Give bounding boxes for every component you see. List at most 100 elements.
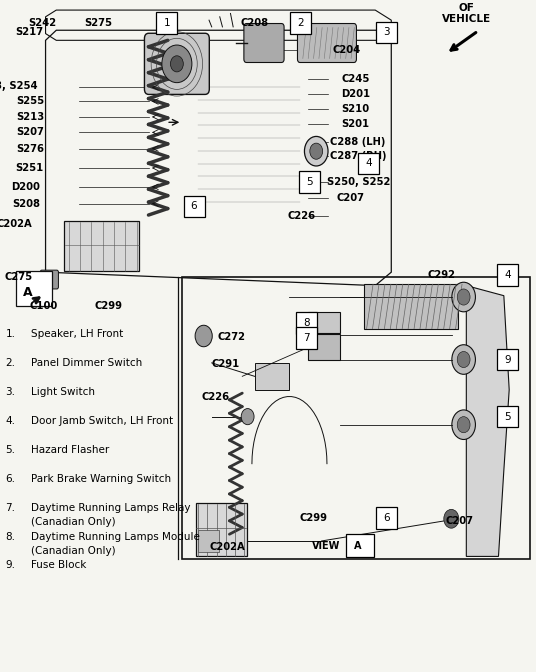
Text: C202A: C202A	[0, 220, 32, 229]
Text: C208: C208	[240, 18, 268, 28]
FancyBboxPatch shape	[297, 24, 356, 62]
Text: C287 (RH): C287 (RH)	[330, 151, 386, 161]
Text: C226: C226	[288, 211, 316, 220]
Circle shape	[457, 417, 470, 433]
Text: C288 (LH): C288 (LH)	[330, 137, 385, 146]
Text: S255: S255	[16, 97, 44, 106]
Text: 5: 5	[504, 412, 511, 421]
Text: C291: C291	[212, 360, 240, 369]
Text: D201: D201	[341, 89, 370, 99]
FancyBboxPatch shape	[289, 12, 311, 34]
Text: 1.: 1.	[5, 329, 16, 339]
Circle shape	[310, 143, 323, 159]
Text: Fuse Block: Fuse Block	[31, 560, 86, 571]
Text: 8: 8	[303, 319, 310, 328]
Text: Daytime Running Lamps Module: Daytime Running Lamps Module	[31, 532, 200, 542]
Circle shape	[195, 325, 212, 347]
Text: S213: S213	[16, 112, 44, 122]
Text: 2: 2	[297, 18, 303, 28]
FancyBboxPatch shape	[255, 363, 289, 390]
Text: C275: C275	[4, 272, 32, 282]
FancyBboxPatch shape	[198, 530, 219, 552]
Text: 9: 9	[504, 355, 511, 364]
FancyBboxPatch shape	[64, 221, 139, 271]
Text: (Canadian Only): (Canadian Only)	[31, 546, 116, 556]
Text: S210: S210	[341, 104, 369, 114]
FancyBboxPatch shape	[296, 312, 317, 334]
FancyBboxPatch shape	[299, 171, 320, 193]
FancyBboxPatch shape	[16, 271, 52, 306]
Text: 7.: 7.	[5, 503, 16, 513]
FancyBboxPatch shape	[296, 327, 317, 349]
FancyBboxPatch shape	[364, 284, 458, 329]
Text: Hazard Flasher: Hazard Flasher	[31, 445, 109, 455]
Circle shape	[162, 45, 192, 83]
Text: 4: 4	[366, 159, 372, 168]
Text: C202A: C202A	[209, 542, 245, 552]
Text: C299: C299	[299, 513, 327, 523]
Text: 7: 7	[303, 333, 310, 343]
FancyBboxPatch shape	[244, 24, 284, 62]
FancyBboxPatch shape	[358, 153, 379, 174]
FancyBboxPatch shape	[308, 312, 340, 333]
Text: 2.: 2.	[5, 358, 16, 368]
Text: S276: S276	[16, 144, 44, 153]
FancyBboxPatch shape	[376, 507, 397, 529]
Text: S242: S242	[28, 18, 56, 28]
Text: S275: S275	[85, 18, 113, 28]
Circle shape	[304, 136, 328, 166]
Circle shape	[452, 345, 475, 374]
Text: 1: 1	[163, 18, 170, 28]
Text: S250, S252: S250, S252	[327, 177, 390, 187]
FancyBboxPatch shape	[196, 503, 247, 556]
Text: S201: S201	[341, 119, 369, 128]
Circle shape	[170, 56, 183, 72]
Text: C204: C204	[332, 46, 361, 55]
Text: Speaker, LH Front: Speaker, LH Front	[31, 329, 123, 339]
Text: 4.: 4.	[5, 416, 16, 426]
Circle shape	[452, 410, 475, 439]
Text: 3.: 3.	[5, 387, 16, 397]
FancyBboxPatch shape	[183, 196, 205, 217]
FancyBboxPatch shape	[40, 270, 58, 289]
Text: C100: C100	[29, 302, 58, 311]
Text: 9.: 9.	[5, 560, 16, 571]
Text: C272: C272	[218, 333, 245, 342]
Text: A: A	[354, 541, 361, 550]
Text: Door Jamb Switch, LH Front: Door Jamb Switch, LH Front	[31, 416, 173, 426]
FancyBboxPatch shape	[497, 264, 518, 286]
FancyBboxPatch shape	[182, 277, 530, 559]
Text: 6.: 6.	[5, 474, 16, 484]
Text: C207: C207	[446, 516, 474, 526]
Text: S207: S207	[16, 128, 44, 137]
Text: C299: C299	[94, 302, 122, 311]
FancyBboxPatch shape	[308, 334, 340, 360]
FancyBboxPatch shape	[376, 22, 397, 43]
FancyBboxPatch shape	[497, 349, 518, 370]
Text: C292: C292	[428, 270, 456, 280]
Text: Light Switch: Light Switch	[31, 387, 95, 397]
Circle shape	[457, 289, 470, 305]
FancyBboxPatch shape	[346, 534, 374, 557]
Text: C207: C207	[336, 193, 364, 202]
Text: Panel Dimmer Switch: Panel Dimmer Switch	[31, 358, 143, 368]
Text: 8.: 8.	[5, 532, 16, 542]
Text: S253, S254: S253, S254	[0, 81, 38, 91]
Text: 5.: 5.	[5, 445, 16, 455]
Circle shape	[457, 351, 470, 368]
Text: A: A	[23, 286, 32, 299]
Text: FRONT
OF
VEHICLE: FRONT OF VEHICLE	[442, 0, 491, 24]
Text: S208: S208	[12, 199, 40, 208]
Text: D200: D200	[11, 182, 40, 192]
Text: Park Brake Warning Switch: Park Brake Warning Switch	[31, 474, 171, 484]
Text: VIEW: VIEW	[312, 541, 340, 550]
Text: 4: 4	[504, 270, 511, 280]
Text: 5: 5	[306, 177, 312, 187]
Text: S251: S251	[16, 163, 44, 173]
Circle shape	[241, 409, 254, 425]
Polygon shape	[466, 286, 509, 556]
Text: C245: C245	[341, 75, 370, 84]
Text: 3: 3	[383, 28, 390, 37]
Text: 6: 6	[191, 202, 197, 211]
Text: S217: S217	[15, 28, 43, 37]
